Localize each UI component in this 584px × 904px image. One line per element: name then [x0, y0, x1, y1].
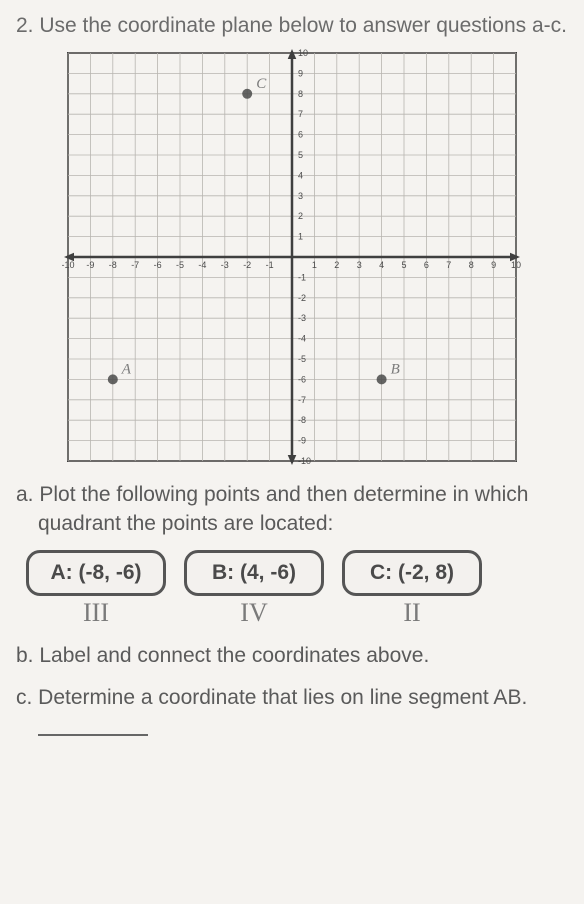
svg-text:-6: -6	[298, 375, 306, 385]
svg-text:6: 6	[424, 260, 429, 270]
svg-text:4: 4	[379, 260, 384, 270]
point-col-c: C: (-2, 8) II	[342, 550, 482, 628]
svg-text:-2: -2	[243, 260, 251, 270]
svg-text:10: 10	[511, 260, 521, 270]
part-a-text: a. Plot the following points and then de…	[16, 481, 568, 538]
annotation-a: III	[83, 598, 109, 628]
svg-text:-6: -6	[154, 260, 162, 270]
points-row: A: (-8, -6) III B: (4, -6) IV C: (-2, 8)…	[16, 550, 568, 628]
coordinate-plane: -10 -9 -8 -7 -6 -5 -4 -3 -2 -1 1 2 3 4 5 6 7 8 9 10 -10 -9 -8 -…	[62, 47, 522, 467]
part-c-label: c. Determine a coordinate that lies on l…	[16, 686, 527, 709]
svg-text:3: 3	[357, 260, 362, 270]
svg-text:-7: -7	[298, 395, 306, 405]
svg-text:A: A	[121, 362, 132, 378]
question-prompt: 2. Use the coordinate plane below to ans…	[16, 12, 568, 39]
svg-text:-9: -9	[86, 260, 94, 270]
annotation-c: II	[403, 598, 420, 628]
point-box-a: A: (-8, -6)	[26, 550, 166, 596]
point-col-b: B: (4, -6) IV	[184, 550, 324, 628]
svg-text:-8: -8	[109, 260, 117, 270]
annotation-b: IV	[240, 598, 267, 628]
svg-text:-5: -5	[298, 354, 306, 364]
part-c-text: c. Determine a coordinate that lies on l…	[16, 684, 568, 744]
svg-text:-4: -4	[298, 334, 306, 344]
svg-text:9: 9	[491, 260, 496, 270]
svg-text:2: 2	[298, 211, 303, 221]
svg-text:8: 8	[298, 89, 303, 99]
svg-text:-5: -5	[176, 260, 184, 270]
point-box-c: C: (-2, 8)	[342, 550, 482, 596]
svg-text:-3: -3	[221, 260, 229, 270]
svg-text:7: 7	[298, 109, 303, 119]
svg-text:-9: -9	[298, 436, 306, 446]
svg-text:6: 6	[298, 130, 303, 140]
svg-text:-1: -1	[298, 273, 306, 283]
svg-text:-2: -2	[298, 293, 306, 303]
svg-text:1: 1	[312, 260, 317, 270]
svg-text:2: 2	[334, 260, 339, 270]
svg-text:-4: -4	[198, 260, 206, 270]
part-b: b. Label and connect the coordinates abo…	[16, 642, 568, 670]
svg-text:5: 5	[401, 260, 406, 270]
svg-text:5: 5	[298, 150, 303, 160]
svg-text:7: 7	[446, 260, 451, 270]
svg-text:C: C	[256, 76, 267, 92]
svg-text:-7: -7	[131, 260, 139, 270]
svg-text:-1: -1	[266, 260, 274, 270]
svg-text:-10: -10	[298, 456, 311, 466]
point-box-b: B: (4, -6)	[184, 550, 324, 596]
svg-text:4: 4	[298, 171, 303, 181]
svg-text:-10: -10	[62, 260, 75, 270]
svg-text:1: 1	[298, 232, 303, 242]
point-col-a: A: (-8, -6) III	[26, 550, 166, 628]
part-c: c. Determine a coordinate that lies on l…	[16, 684, 568, 744]
svg-text:B: B	[391, 362, 400, 378]
part-b-text: b. Label and connect the coordinates abo…	[16, 642, 568, 670]
part-a: a. Plot the following points and then de…	[16, 481, 568, 628]
fill-blank[interactable]	[38, 713, 148, 736]
svg-text:10: 10	[298, 48, 308, 58]
svg-text:-8: -8	[298, 415, 306, 425]
coordinate-plane-container: -10 -9 -8 -7 -6 -5 -4 -3 -2 -1 1 2 3 4 5 6 7 8 9 10 -10 -9 -8 -…	[16, 47, 568, 467]
svg-text:9: 9	[298, 69, 303, 79]
svg-text:8: 8	[469, 260, 474, 270]
svg-text:3: 3	[298, 191, 303, 201]
svg-text:-3: -3	[298, 313, 306, 323]
